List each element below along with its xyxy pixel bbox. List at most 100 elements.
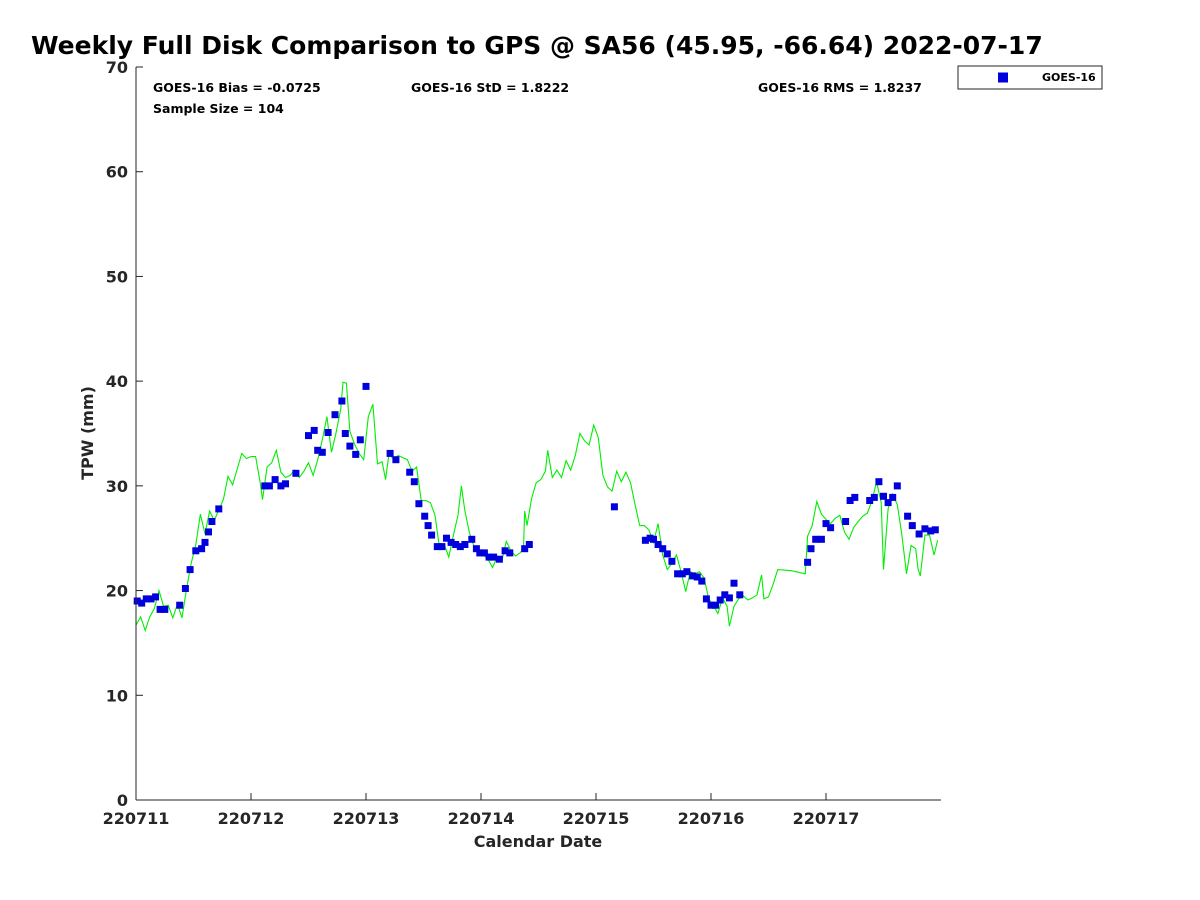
goes16-point: [192, 547, 200, 555]
goes16-point: [668, 557, 676, 565]
x-axis-label: Calendar Date: [474, 832, 603, 851]
goes16-series: [133, 382, 939, 613]
goes16-point: [161, 605, 169, 613]
goes16-point: [198, 545, 206, 553]
y-tick-label: 20: [106, 582, 128, 601]
goes16-point: [707, 601, 715, 609]
goes16-point: [324, 429, 332, 436]
goes16-point: [678, 570, 686, 578]
goes16-point: [265, 482, 273, 490]
goes16-point: [817, 535, 825, 543]
legend-label: GOES-16: [1042, 71, 1096, 84]
goes16-point: [693, 573, 701, 581]
goes16-point: [490, 553, 498, 561]
goes16-point: [305, 432, 312, 440]
goes16-point: [476, 549, 484, 557]
goes16-point: [356, 436, 364, 444]
goes16-point: [698, 577, 706, 585]
goes16-point: [318, 448, 326, 456]
goes16-point: [807, 545, 815, 553]
goes16-point: [663, 550, 671, 558]
goes16-point: [421, 512, 429, 520]
goes16-point: [893, 482, 901, 490]
goes16-point: [186, 566, 194, 574]
blue-square-marker-icon: [998, 72, 1008, 83]
goes16-point: [870, 493, 878, 501]
x-tick-label: 220711: [103, 809, 170, 828]
goes16-point: [310, 426, 318, 434]
x-tick-label: 220714: [448, 809, 515, 828]
goes16-point: [472, 545, 480, 553]
goes16-point: [846, 497, 854, 504]
goes16-point: [152, 593, 160, 601]
goes16-point: [827, 524, 835, 532]
goes16-point: [884, 499, 892, 507]
goes16-point: [410, 478, 418, 486]
stats-annotation: GOES-16 Bias = -0.0725 GOES-16 StD = 1.8…: [153, 80, 922, 116]
goes16-point: [804, 558, 812, 566]
goes16-point: [730, 579, 738, 587]
goes16-point: [716, 596, 724, 604]
goes16-point: [468, 535, 476, 543]
goes16-point: [927, 527, 935, 535]
goes16-point: [352, 450, 360, 458]
x-tick-label: 220713: [333, 809, 400, 828]
chart-title: Weekly Full Disk Comparison to GPS @ SA5…: [31, 31, 1043, 60]
goes16-point: [659, 545, 667, 553]
goes16-point: [271, 476, 279, 484]
y-ticks: 0 10 20 30 40 50 60 70: [106, 58, 143, 810]
goes16-point: [456, 543, 464, 551]
goes16-point: [386, 449, 394, 457]
goes16-point: [176, 601, 184, 609]
goes16-point: [501, 547, 509, 555]
x-tick-label: 220715: [563, 809, 630, 828]
goes16-point: [438, 543, 446, 551]
goes16-point: [443, 534, 450, 542]
goes16-point: [931, 526, 939, 534]
goes16-point: [921, 525, 929, 533]
goes16-point: [485, 553, 493, 561]
goes16-point: [725, 594, 733, 602]
goes16-point: [424, 522, 432, 530]
goes16-point: [282, 480, 289, 488]
x-tick-label: 220712: [218, 809, 285, 828]
sample-size-stat: Sample Size = 104: [153, 101, 284, 116]
legend: GOES-16: [957, 65, 1103, 90]
goes16-point: [205, 528, 212, 536]
goes16-point: [142, 595, 150, 603]
goes16-point: [822, 520, 830, 528]
gps-series: [136, 381, 939, 633]
goes16-point: [277, 482, 285, 490]
goes16-point: [866, 497, 874, 504]
goes16-point: [133, 597, 141, 605]
goes16-point: [904, 512, 912, 520]
goes16-point: [406, 468, 414, 476]
goes16-point: [521, 545, 529, 553]
y-tick-label: 40: [106, 372, 128, 391]
y-tick-label: 70: [106, 58, 128, 77]
goes16-point: [362, 382, 370, 390]
y-tick-label: 50: [106, 267, 128, 286]
goes16-point: [341, 430, 349, 437]
goes16-point: [292, 469, 300, 477]
goes16-point: [261, 482, 269, 490]
goes16-point: [208, 518, 216, 525]
goes16-point: [650, 535, 657, 543]
axes: 0 10 20 30 40 50 60 70 220711 220712 220713 220714…: [103, 58, 941, 828]
std-stat: GOES-16 StD = 1.8222: [411, 80, 569, 95]
goes16-point: [721, 591, 729, 599]
goes16-point: [641, 536, 649, 544]
goes16-point: [689, 572, 697, 580]
goes16-point: [842, 518, 850, 525]
x-tick-label: 220717: [793, 809, 860, 828]
bias-stat: GOES-16 Bias = -0.0725: [153, 80, 321, 95]
goes16-point: [525, 541, 533, 548]
goes16-point: [338, 397, 346, 405]
goes16-point: [156, 605, 164, 613]
goes16-point: [674, 570, 682, 578]
goes16-point: [138, 599, 146, 607]
goes16-point: [480, 549, 488, 557]
goes16-point: [736, 591, 744, 599]
goes16-point: [215, 505, 223, 513]
